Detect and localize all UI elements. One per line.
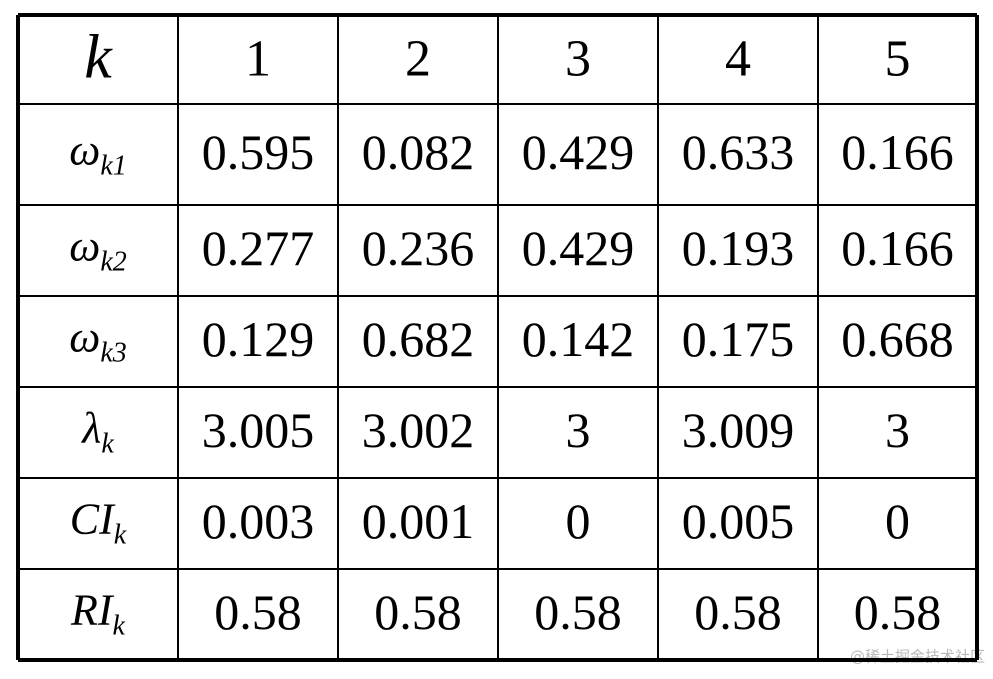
header-cell: 5 [885, 30, 911, 87]
value-cell: 0.082 [362, 124, 475, 180]
value-cell: 0.129 [202, 311, 315, 367]
row-label: CIk [70, 495, 127, 551]
label-base: CI [70, 495, 116, 544]
row-label: ωk3 [69, 313, 127, 369]
value-cell: 0.142 [522, 311, 635, 367]
label-sub: k1 [100, 151, 126, 182]
label-sub: k3 [100, 338, 126, 369]
header-cell: 1 [245, 30, 271, 87]
value-cell: 0.58 [374, 584, 462, 640]
value-cell: 0.003 [202, 493, 315, 549]
value-cell: 0.668 [841, 311, 954, 367]
label-sub: k [114, 520, 127, 551]
header-cell: 3 [565, 30, 591, 87]
value-cell: 0 [566, 493, 591, 549]
header-cell: 4 [725, 30, 751, 87]
label-base: ω [69, 222, 100, 271]
value-cell: 0.001 [362, 493, 475, 549]
value-cell: 0 [885, 493, 910, 549]
value-cell: 3 [885, 402, 910, 458]
label-base: ω [69, 126, 100, 175]
value-cell: 0.58 [534, 584, 622, 640]
value-cell: 3.005 [202, 402, 315, 458]
value-cell: 0.682 [362, 311, 475, 367]
value-cell: 0.58 [854, 584, 942, 640]
value-cell: 0.166 [841, 220, 954, 276]
value-cell: 0.429 [522, 124, 635, 180]
value-cell: 0.193 [682, 220, 795, 276]
value-cell: 0.005 [682, 493, 795, 549]
label-sub: k [113, 611, 126, 642]
row-label: ωk2 [69, 222, 127, 278]
row-label: λk [80, 404, 114, 460]
value-cell: 3.009 [682, 402, 795, 458]
label-sub: k [101, 429, 114, 460]
row-label: RIk [70, 586, 126, 642]
label-base: RI [70, 586, 115, 635]
value-cell: 0.429 [522, 220, 635, 276]
label-base: ω [69, 313, 100, 362]
value-cell: 0.236 [362, 220, 475, 276]
value-cell: 0.166 [841, 124, 954, 180]
row-label: ωk1 [69, 126, 127, 182]
value-cell: 0.595 [202, 124, 315, 180]
header-cell: 2 [405, 30, 431, 87]
header-symbol: k [84, 24, 113, 92]
value-cell: 0.58 [214, 584, 302, 640]
value-cell: 0.633 [682, 124, 795, 180]
value-cell: 3.002 [362, 402, 475, 458]
value-cell: 3 [566, 402, 591, 458]
value-cell: 0.58 [694, 584, 782, 640]
label-base: λ [80, 404, 101, 453]
label-sub: k2 [100, 247, 126, 278]
value-cell: 0.277 [202, 220, 315, 276]
value-cell: 0.175 [682, 311, 795, 367]
watermark: @稀土掘金技术社区 [850, 648, 985, 666]
